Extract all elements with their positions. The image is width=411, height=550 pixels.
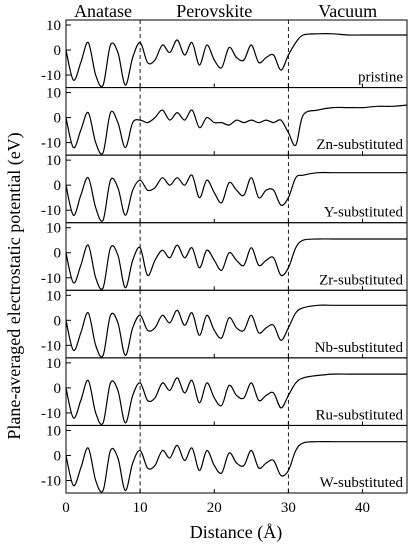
y-tick-label: -10 <box>41 203 61 219</box>
region-label-anatase: Anatase <box>74 1 132 21</box>
x-axis-label: Distance (Å) <box>190 522 282 543</box>
y-tick-label: -10 <box>41 68 61 84</box>
x-tick-label: 10 <box>133 500 148 516</box>
panel-zr-substituted: 10 0 -10 Zr-substituted <box>41 221 408 291</box>
region-label-vacuum: Vacuum <box>318 1 377 21</box>
series-line <box>65 373 407 426</box>
series-label: Zr-substituted <box>319 272 403 288</box>
y-tick-label: -10 <box>41 338 61 354</box>
y-tick-label: 0 <box>54 381 62 397</box>
y-tick-label: 0 <box>54 178 62 194</box>
series-line <box>65 104 408 155</box>
region-label-perovskite: Perovskite <box>176 1 252 21</box>
region-labels: Anatase Perovskite Vacuum <box>74 1 377 21</box>
x-tick-label: 20 <box>207 500 222 516</box>
series-line <box>65 33 407 88</box>
y-tick-label: -10 <box>41 271 61 287</box>
y-tick-label: 0 <box>54 246 62 262</box>
x-axis: 0 10 20 30 40 <box>62 500 370 516</box>
y-tick-label: 10 <box>46 423 61 439</box>
series-label: Zn-substituted <box>316 137 403 153</box>
series-label: pristine <box>358 70 403 86</box>
y-axis-label: Plane-averaged electrostatic potential (… <box>4 132 25 439</box>
panel-frame <box>65 424 408 494</box>
y-tick-label: 10 <box>46 221 61 237</box>
y-tick-label: 10 <box>46 18 61 34</box>
panels: 10 0 -10 pristine 10 0 -10 Zn-substituted 10 0 -10… <box>41 18 408 494</box>
x-tick-label: 40 <box>355 500 370 516</box>
y-tick-label: -10 <box>41 406 61 422</box>
y-tick-label: 0 <box>54 448 62 464</box>
y-tick-label: -10 <box>41 473 61 489</box>
series-label: W-substituted <box>320 475 404 491</box>
y-tick-label: 0 <box>54 43 62 59</box>
y-tick-label: -10 <box>41 136 61 152</box>
y-tick-label: 10 <box>46 153 61 169</box>
series-label: Ru-substituted <box>315 407 403 423</box>
series-line <box>65 238 407 290</box>
y-tick-label: 0 <box>54 111 62 127</box>
x-tick-label: 0 <box>62 500 70 516</box>
panel-w-substituted: 10 0 -10 W-substituted <box>41 423 408 494</box>
panel-frame <box>65 19 408 89</box>
panel-ru-substituted: 10 0 -10 Ru-substituted <box>41 356 408 426</box>
series-label: Y-substituted <box>324 205 404 221</box>
series-line <box>65 441 407 493</box>
y-tick-label: 10 <box>46 288 61 304</box>
y-tick-label: 10 <box>46 86 61 102</box>
y-tick-label: 0 <box>54 313 62 329</box>
panel-pristine: 10 0 -10 pristine <box>41 18 408 89</box>
series-line <box>65 171 407 222</box>
x-tick-label: 30 <box>281 500 296 516</box>
series-line <box>65 304 407 358</box>
panel-nb-substituted: 10 0 -10 Nb-substituted <box>41 288 408 359</box>
series-label: Nb-substituted <box>315 340 404 356</box>
panel-y-substituted: 10 0 -10 Y-substituted <box>41 153 408 224</box>
panel-zn-substituted: 10 0 -10 Zn-substituted <box>41 86 408 156</box>
y-tick-label: 10 <box>46 356 61 372</box>
